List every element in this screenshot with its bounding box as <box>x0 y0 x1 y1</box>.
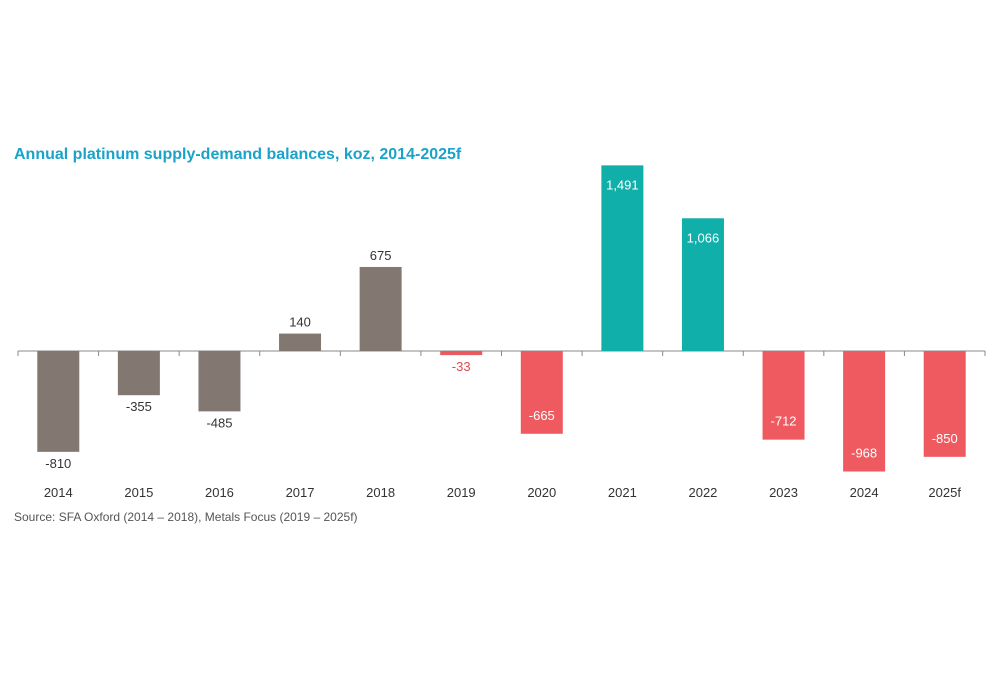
x-tick-label: 2020 <box>527 485 556 500</box>
bar-2019 <box>440 351 483 356</box>
bar-2018 <box>359 266 402 351</box>
bar-2023 <box>762 351 805 440</box>
bar-value-label: 675 <box>370 248 392 263</box>
bar-value-label: -810 <box>45 456 71 471</box>
bar-2021 <box>601 165 644 351</box>
x-tick-label: 2021 <box>608 485 637 500</box>
bar-value-label: 140 <box>289 315 311 330</box>
bar-value-label: -485 <box>206 415 232 430</box>
bar-2024 <box>843 351 886 472</box>
bar-2025f <box>923 351 966 457</box>
x-tick-label: 2025f <box>928 485 961 500</box>
bar-value-label: -355 <box>126 399 152 414</box>
bar-value-label: -665 <box>529 408 555 423</box>
bar-2015 <box>117 351 160 396</box>
bar-value-label: -850 <box>932 431 958 446</box>
x-tick-label: 2024 <box>850 485 879 500</box>
x-tick-label: 2018 <box>366 485 395 500</box>
bar-value-label: 1,491 <box>606 177 639 192</box>
bar-2022 <box>681 218 724 351</box>
bar-value-label: -33 <box>452 359 471 374</box>
bar-2016 <box>198 351 241 412</box>
bar-value-label: -968 <box>851 446 877 461</box>
x-tick-label: 2023 <box>769 485 798 500</box>
bar-value-label: -712 <box>771 414 797 429</box>
bar-2017 <box>279 333 322 351</box>
chart-title: Annual platinum supply-demand balances, … <box>14 146 462 163</box>
x-tick-label: 2016 <box>205 485 234 500</box>
x-tick-label: 2015 <box>124 485 153 500</box>
bar-2014 <box>37 351 80 452</box>
bar-2020 <box>520 351 563 434</box>
x-tick-label: 2017 <box>286 485 315 500</box>
bar-value-label: 1,066 <box>687 230 720 245</box>
x-tick-label: 2022 <box>688 485 717 500</box>
x-tick-label: 2019 <box>447 485 476 500</box>
x-tick-label: 2014 <box>44 485 73 500</box>
chart-source: Source: SFA Oxford (2014 – 2018), Metals… <box>14 510 358 524</box>
